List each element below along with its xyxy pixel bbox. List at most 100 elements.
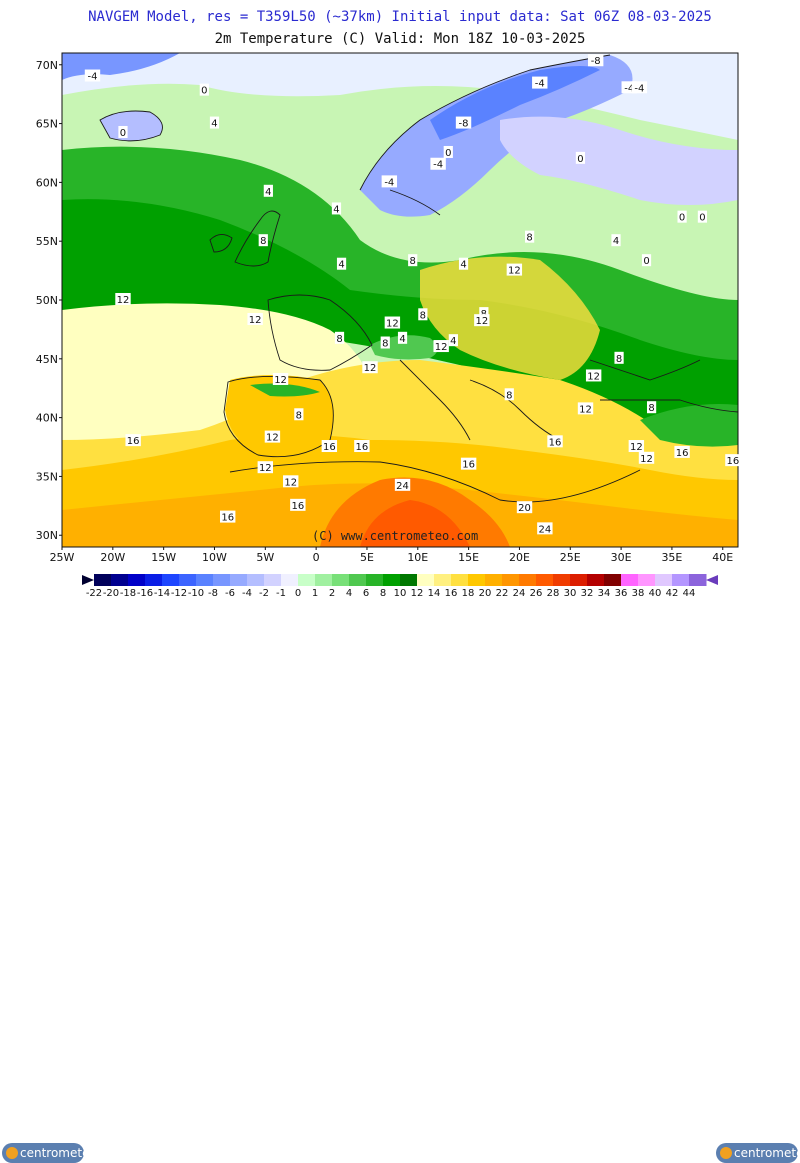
contour-label-bg (547, 435, 563, 448)
contour-label-bg (587, 54, 604, 67)
field-sahara-hotter (360, 500, 470, 547)
contour-label: 0 (120, 128, 126, 139)
contour-label: 20 (518, 503, 531, 514)
legend-tick-label: 20 (478, 588, 492, 599)
contour-label-bg (448, 334, 458, 347)
legend-swatch (94, 574, 112, 586)
contour-label: -4 (624, 83, 634, 94)
legend-tick-label: 8 (379, 588, 387, 599)
legend-arrow-left (82, 575, 94, 585)
contour-label-bg (380, 336, 390, 349)
legend-swatch (383, 574, 401, 586)
contour-label: 12 (249, 315, 262, 326)
contour-label: -4 (433, 160, 443, 171)
contour-label: -4 (634, 83, 644, 94)
contour-label: -8 (459, 119, 469, 130)
contour-label: 12 (266, 433, 279, 444)
contour-label-bg (585, 369, 602, 382)
contour-label-bg (575, 151, 586, 164)
contour-label-bg (725, 454, 741, 467)
legend-tick-label: 2 (328, 588, 336, 599)
field-iceland (100, 111, 163, 141)
legend-tick-label: 34 (597, 588, 611, 599)
lat-label: 40N (36, 412, 58, 425)
contour-label-bg (362, 361, 378, 374)
legend-swatch (349, 574, 367, 586)
temperature-map: 70N 65N 60N 55N 50N 45N 40N 35N 30N 25W 20W 15W 10W… (36, 52, 741, 564)
contour-label: 16 (127, 436, 140, 447)
legend-tick-label: -8 (208, 588, 218, 599)
lat-label: 35N (36, 470, 58, 483)
lon-label: 10W (202, 551, 227, 564)
contour-label-bg (577, 402, 594, 415)
contour-label-bg (614, 351, 624, 364)
legend-swatch (553, 574, 571, 586)
legend-tick-label: -4 (242, 588, 252, 599)
legend-tick-label: 32 (580, 588, 594, 599)
legend-swatch (298, 574, 316, 586)
contour-label: 8 (648, 403, 654, 414)
legend-swatch (604, 574, 622, 586)
contour-label: 12 (475, 316, 488, 327)
lon-label: 25W (50, 551, 75, 564)
centrometeo-logo-left[interactable]: centrometeo (2, 1143, 97, 1163)
legend-swatch (570, 574, 588, 586)
legend-swatch (672, 574, 690, 586)
contour-label: 8 (506, 390, 512, 401)
contour-label: 12 (364, 363, 377, 374)
contour-label: 16 (727, 456, 740, 467)
lat-label: 70N (36, 59, 58, 72)
contour-label-bg (455, 116, 472, 129)
contour-label: 12 (579, 404, 592, 415)
lat-label: 55N (36, 235, 58, 248)
legend-tick-label: 10 (393, 588, 407, 599)
legend-swatch (638, 574, 656, 586)
contour-label: 4 (450, 336, 456, 347)
contour-label: 12 (435, 342, 448, 353)
contour-label: 12 (117, 295, 130, 306)
contour-label-bg (638, 451, 655, 464)
lat-label: 65N (36, 118, 58, 131)
legend-tick-label: -14 (153, 588, 171, 599)
contour-label: 4 (211, 119, 217, 130)
legend-swatch (145, 574, 163, 586)
contour-label-bg (628, 440, 645, 453)
map-field (62, 53, 738, 547)
legend-tick-label: 40 (648, 588, 662, 599)
contour-label: 4 (460, 260, 466, 271)
contour-label: 16 (549, 437, 562, 448)
legend-tick-label: -18 (119, 588, 137, 599)
latitude-labels: 70N 65N 60N 55N 50N 45N 40N 35N 30N (36, 59, 62, 542)
legend-swatch (655, 574, 673, 586)
legend-tick-label: -1 (276, 588, 286, 599)
contour-label: 8 (260, 236, 266, 247)
contour-label-bg (354, 440, 370, 453)
contour-label-bg (219, 510, 236, 523)
legend-swatch (536, 574, 554, 586)
legend-colorbar (82, 574, 718, 586)
contour-label: 8 (410, 256, 416, 267)
contour-label: 0 (643, 256, 649, 267)
legend-tick-label: 18 (461, 588, 475, 599)
legend-tick-label: 16 (444, 588, 458, 599)
legend-tick-label: -22 (85, 588, 103, 599)
lat-label: 45N (36, 353, 58, 366)
legend-swatch (111, 574, 129, 586)
field-atlantic-cream (62, 303, 370, 445)
legend-swatch (417, 574, 435, 586)
contour-label-bg (474, 314, 490, 327)
contour-label: 8 (616, 354, 622, 365)
contour-label: 0 (699, 213, 705, 224)
centrometeo-logo-right[interactable]: centrometeo (716, 1143, 800, 1163)
contour-label-bg (677, 210, 687, 223)
legend-tick-label: -20 (102, 588, 120, 599)
contour-label: 16 (676, 448, 689, 459)
legend-swatch (213, 574, 231, 586)
legend-swatch (264, 574, 282, 586)
contour-label-bg (532, 76, 548, 89)
contour-label-bg (258, 234, 268, 247)
legend-tick-label: -16 (136, 588, 154, 599)
contour-label-bg (397, 331, 408, 344)
contour-label: 0 (577, 154, 583, 165)
